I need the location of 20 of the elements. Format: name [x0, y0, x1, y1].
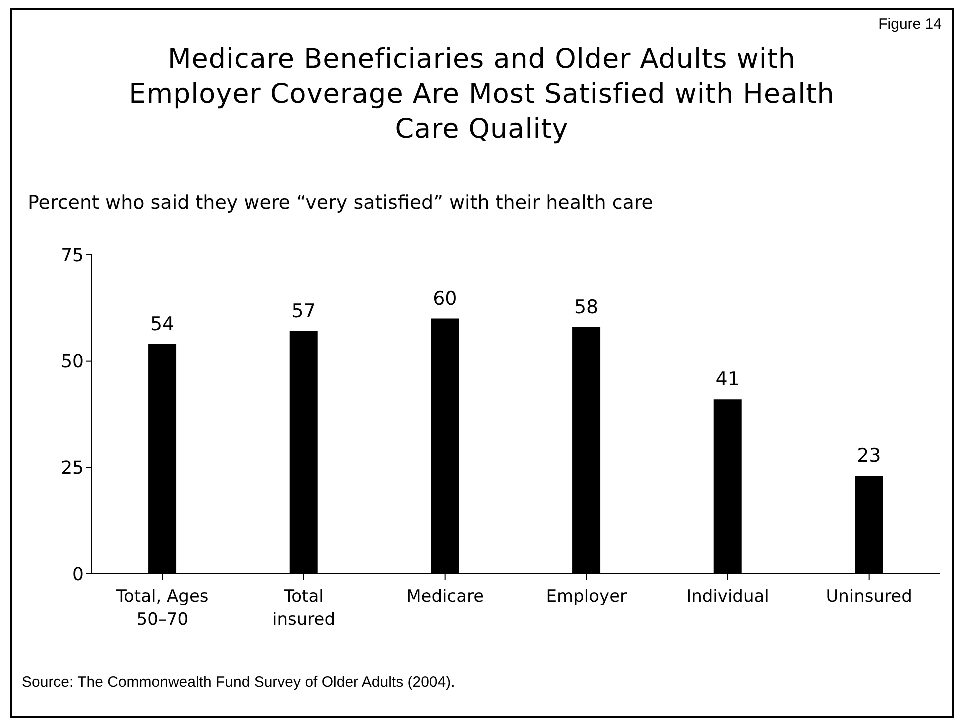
y-tick-label: 0: [72, 564, 84, 586]
x-tick-label: Employer: [546, 587, 628, 607]
chart-title: Medicare Beneficiaries and Older Adults with Employer Coverage Are Most Satisfied with Health Care Quality: [128, 43, 836, 147]
chart-subtitle: Percent who said they were “very satisfied” with their health care: [28, 192, 654, 214]
source-note: Source: The Commonwealth Fund Survey of Older Adults (2004).: [22, 674, 456, 691]
y-tick-label: 75: [61, 245, 84, 266]
x-tick-label: Individual: [686, 587, 770, 607]
caption: Figure 14: [878, 16, 942, 33]
data-label: 41: [716, 368, 740, 391]
data-label: 60: [433, 288, 458, 310]
data-label: 58: [574, 296, 599, 318]
y-tick-label: 50: [61, 352, 84, 373]
x-tick-label: Uninsured: [826, 587, 912, 607]
x-tick-label: Medicare: [406, 587, 484, 607]
data-label: 57: [292, 300, 316, 323]
x-tick-label: Total, Ages 50–70: [116, 587, 209, 630]
data-label: 54: [150, 313, 175, 336]
x-tick-label: Total insured: [272, 587, 336, 630]
y-tick-label: 25: [61, 458, 84, 480]
data-label: 23: [857, 445, 882, 468]
